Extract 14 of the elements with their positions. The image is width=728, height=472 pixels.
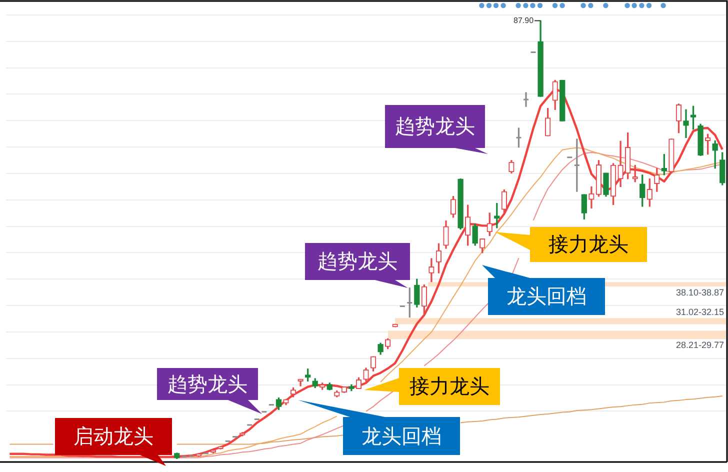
annotation: 趋势龙头	[305, 243, 410, 280]
band-label: 31.02-32.15	[676, 307, 724, 318]
annotation: 趋势龙头	[385, 105, 485, 148]
annotation: 接力龙头	[399, 368, 500, 405]
candlestick	[522, 92, 530, 107]
candlestick	[683, 109, 689, 138]
annotation: 龙头回档	[488, 278, 605, 315]
band-label: 28.21-29.77	[676, 340, 724, 350]
annotation: 87.90	[514, 16, 534, 25]
annotation: 启动龙头	[55, 418, 172, 455]
annotation: 趋势龙头	[157, 368, 258, 400]
band-label: 38.10-38.87	[676, 288, 724, 298]
annotation: 接力龙头	[530, 227, 647, 262]
annotation: 龙头回档	[343, 417, 460, 455]
